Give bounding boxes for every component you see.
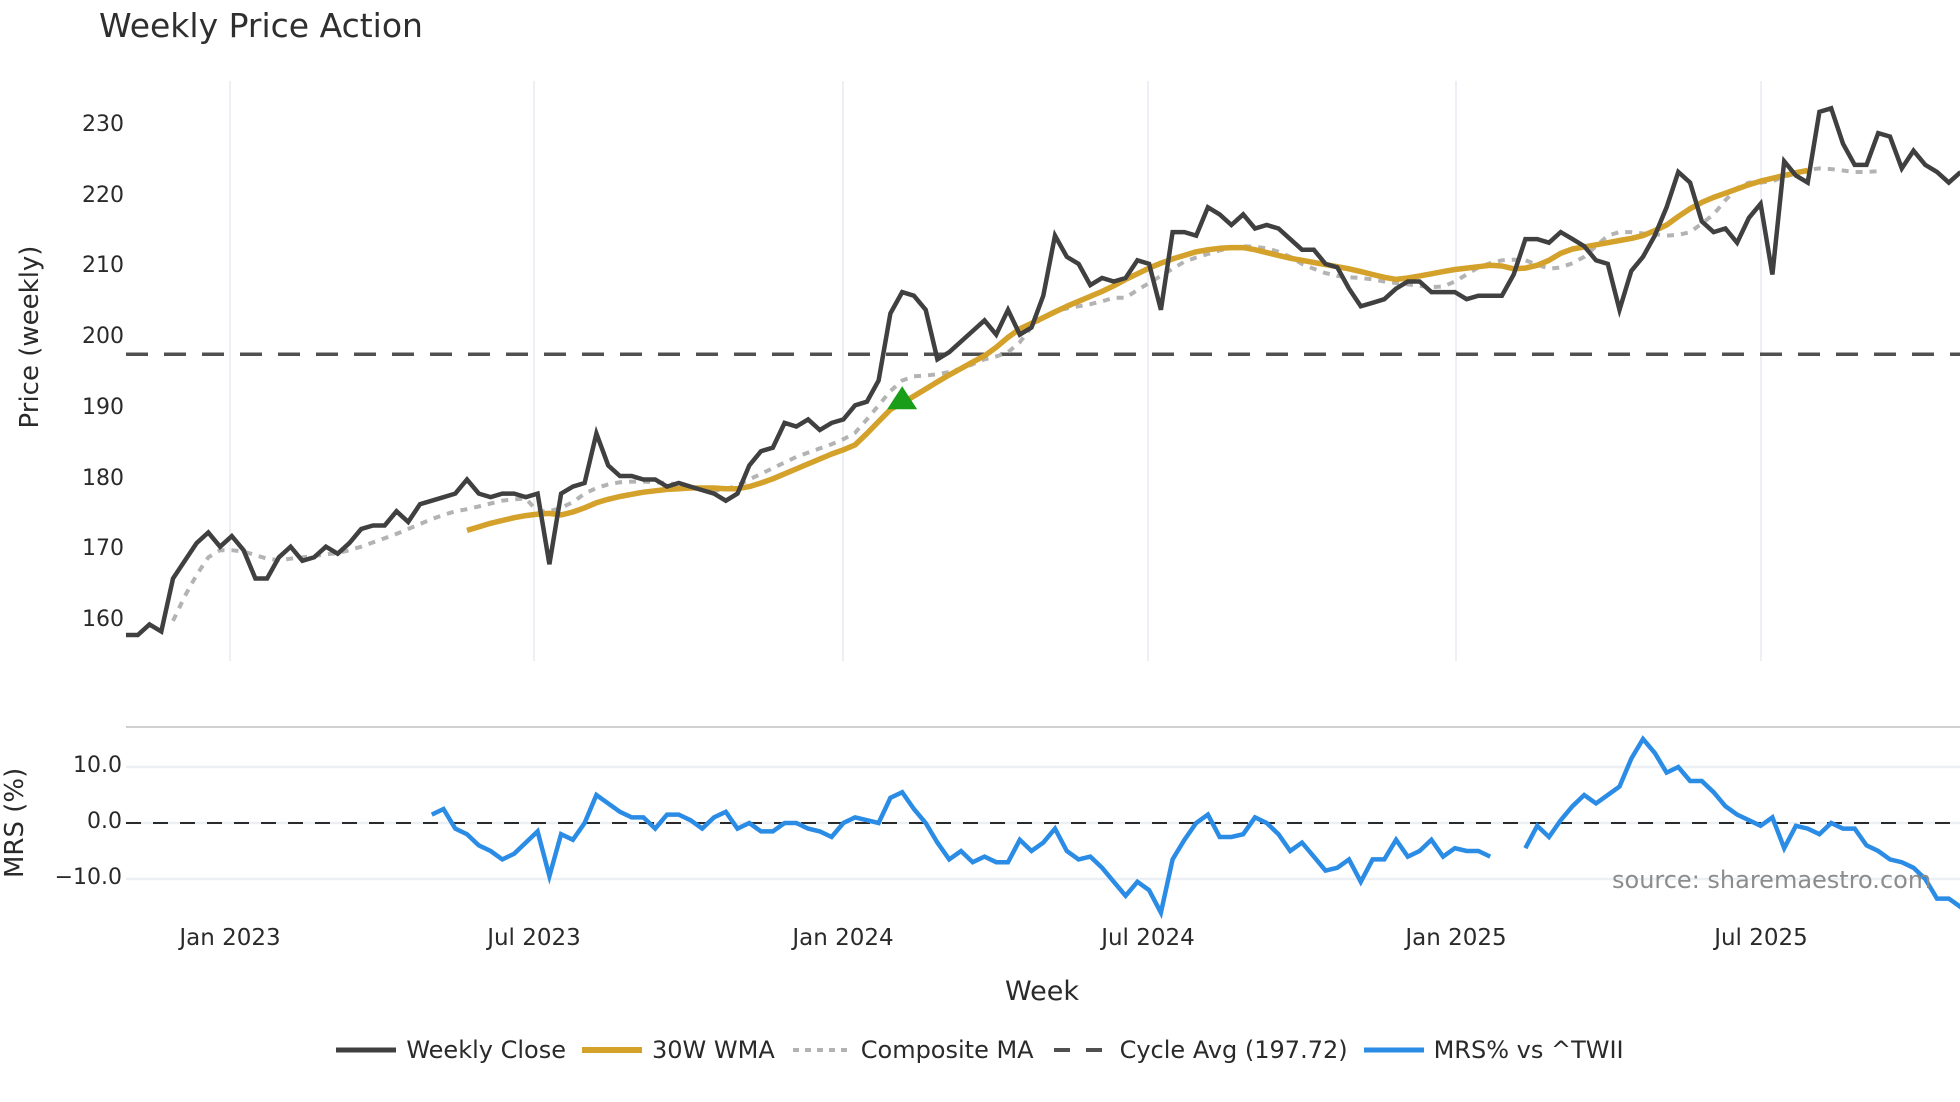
legend-swatch-solid-icon <box>336 1047 397 1053</box>
x-tick-label: Jan 2023 <box>179 925 281 951</box>
chart-title: Weekly Price Action <box>99 6 423 45</box>
price-vertical-gridlines <box>229 81 1762 661</box>
price-y-tick-label: 190 <box>82 394 124 420</box>
price-y-axis-title: Price (weekly) <box>15 245 45 429</box>
legend-item-mrs[interactable]: MRS% vs ^TWII <box>1363 1036 1624 1064</box>
legend-label: Weekly Close <box>406 1036 566 1064</box>
price-y-tick-label: 170 <box>82 536 124 562</box>
price-y-tick-label: 230 <box>82 112 124 137</box>
legend-swatch-solid-icon <box>1363 1047 1424 1053</box>
chart-legend: Weekly Close 30W WMA Composite MA Cycle … <box>0 1036 1960 1064</box>
mrs-y-axis-title: MRS (%) <box>0 767 30 878</box>
mrs-line <box>430 735 1960 920</box>
legend-label: 30W WMA <box>651 1036 775 1064</box>
x-tick-label: Jan 2025 <box>1405 925 1507 951</box>
x-tick-label: Jul 2024 <box>1101 925 1195 951</box>
price-y-tick-label: 200 <box>82 324 124 350</box>
composite-ma-line <box>171 166 1879 622</box>
price-y-tick-label: 220 <box>82 182 124 208</box>
x-tick-label: Jan 2024 <box>792 925 894 951</box>
mrs-y-tick-label: −10.0 <box>54 865 122 890</box>
legend-item-30w-wma[interactable]: 30W WMA <box>581 1036 775 1064</box>
source-watermark: source: sharemaestro.com <box>1612 866 1932 894</box>
x-axis-title: Week <box>1005 976 1079 1007</box>
buy-signal-triangle-icon <box>887 386 918 410</box>
price-y-tick-label: 180 <box>82 465 124 491</box>
legend-label: Cycle Avg (197.72) <box>1119 1036 1348 1064</box>
price-y-tick-label: 210 <box>82 253 124 279</box>
x-tick-label: Jul 2025 <box>1714 925 1808 951</box>
mrs-y-tick-label: 10.0 <box>73 753 122 778</box>
legend-swatch-dashed-icon <box>1053 1048 1110 1052</box>
legend-item-composite-ma[interactable]: Composite MA <box>791 1036 1034 1064</box>
price-y-tick-label: 160 <box>82 606 124 632</box>
legend-item-weekly-close[interactable]: Weekly Close <box>336 1036 566 1064</box>
mrs-y-tick-label: 0.0 <box>87 809 122 834</box>
legend-swatch-dotted-icon <box>792 1048 851 1052</box>
legend-item-cycle-avg[interactable]: Cycle Avg (197.72) <box>1050 1036 1348 1064</box>
x-tick-label: Jul 2023 <box>487 925 581 951</box>
wma-30w-line <box>466 167 1809 534</box>
weekly-close-line <box>126 105 1960 638</box>
legend-label: MRS% vs ^TWII <box>1433 1036 1624 1064</box>
legend-swatch-thick-icon <box>581 1047 642 1053</box>
legend-label: Composite MA <box>860 1036 1034 1064</box>
